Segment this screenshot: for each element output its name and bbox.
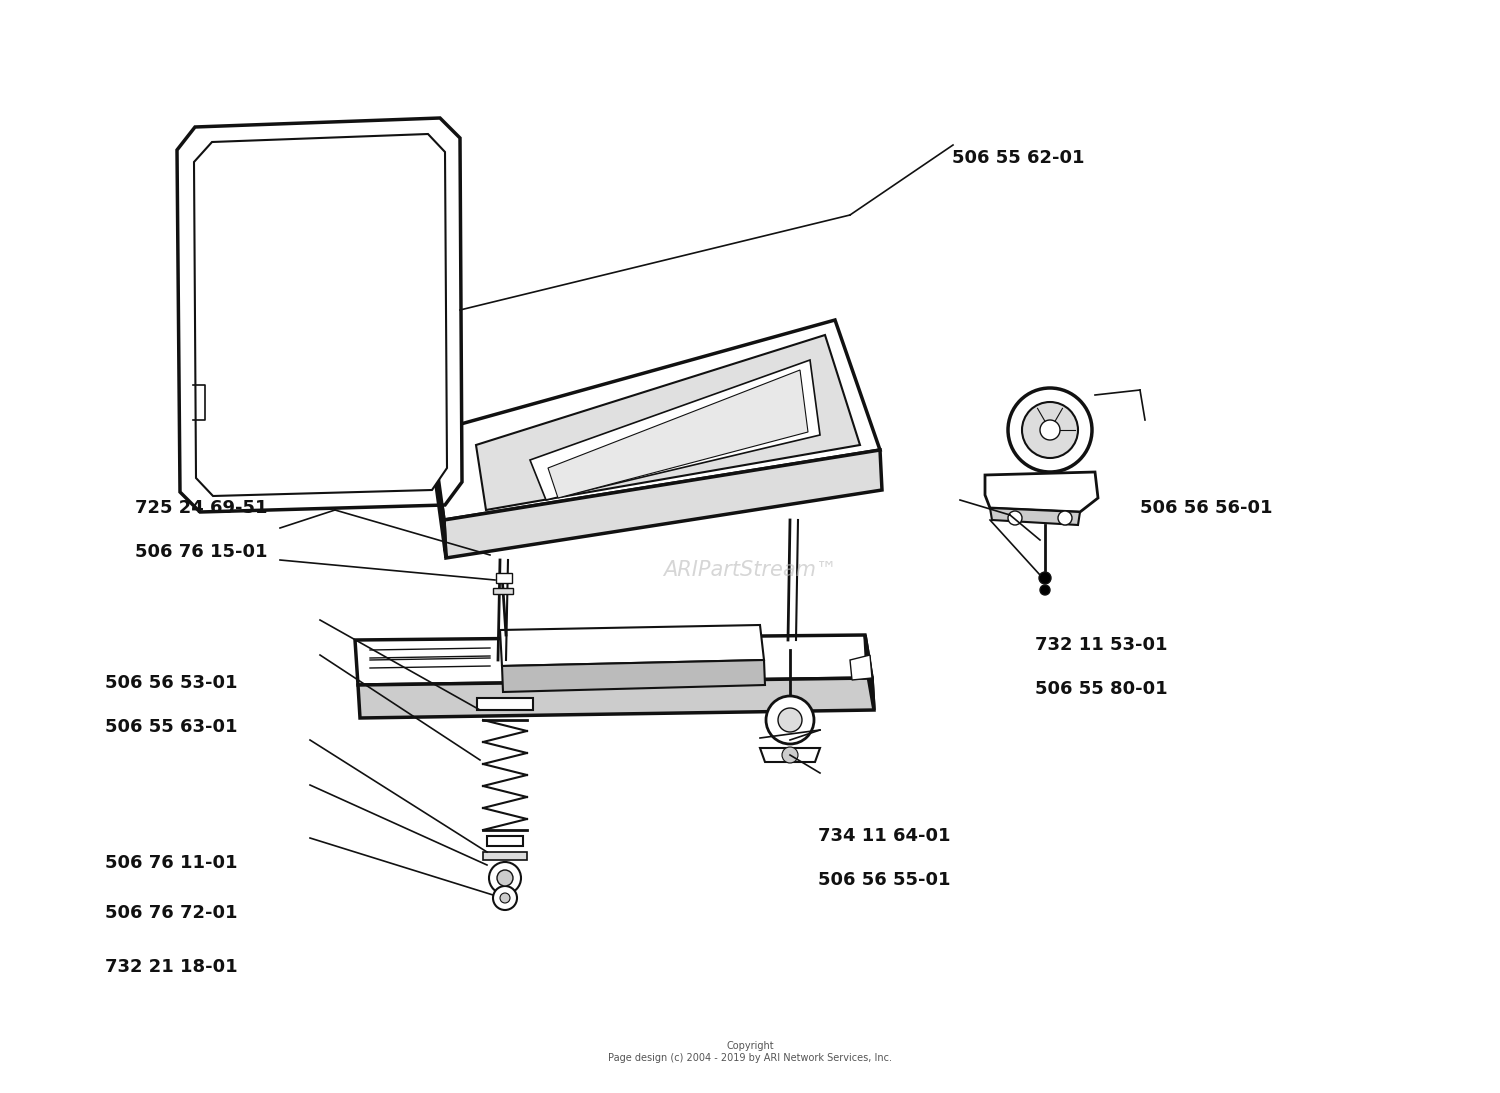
Circle shape	[1040, 420, 1060, 440]
Text: 506 55 62-01: 506 55 62-01	[952, 150, 1084, 167]
Text: Copyright
Page design (c) 2004 - 2019 by ARI Network Services, Inc.: Copyright Page design (c) 2004 - 2019 by…	[608, 1042, 892, 1063]
Circle shape	[782, 747, 798, 763]
Polygon shape	[760, 748, 820, 762]
Polygon shape	[177, 118, 462, 512]
Polygon shape	[503, 660, 765, 692]
Polygon shape	[432, 432, 445, 559]
Text: 732 11 53-01: 732 11 53-01	[1035, 636, 1167, 654]
Text: 734 11 64-01: 734 11 64-01	[818, 827, 950, 845]
Circle shape	[500, 893, 510, 903]
Text: 506 76 11-01: 506 76 11-01	[105, 855, 237, 872]
Text: 506 56 56-01: 506 56 56-01	[1140, 500, 1272, 517]
Polygon shape	[986, 472, 1098, 512]
Circle shape	[1058, 512, 1072, 525]
Text: 506 76 72-01: 506 76 72-01	[105, 904, 237, 921]
Text: 732 21 18-01: 732 21 18-01	[105, 959, 237, 976]
Text: 506 56 53-01: 506 56 53-01	[105, 674, 237, 692]
Text: 506 56 55-01: 506 56 55-01	[818, 871, 950, 889]
Polygon shape	[865, 635, 874, 710]
Polygon shape	[530, 360, 821, 500]
Polygon shape	[432, 320, 880, 520]
Text: 506 76 15-01: 506 76 15-01	[135, 543, 267, 561]
Bar	[494, 588, 513, 593]
Bar	[496, 573, 512, 583]
Circle shape	[1008, 512, 1022, 525]
Polygon shape	[476, 334, 860, 510]
Polygon shape	[356, 635, 872, 685]
Circle shape	[1040, 585, 1050, 595]
Polygon shape	[850, 655, 871, 680]
Circle shape	[1008, 388, 1092, 472]
Bar	[488, 836, 524, 846]
Polygon shape	[358, 678, 874, 718]
Circle shape	[489, 862, 520, 894]
Text: 725 24 69-51: 725 24 69-51	[135, 500, 267, 517]
Circle shape	[766, 696, 814, 744]
Circle shape	[1040, 572, 1052, 584]
Text: ARIPartStream™: ARIPartStream™	[663, 560, 837, 580]
Text: 506 55 63-01: 506 55 63-01	[105, 718, 237, 736]
Polygon shape	[500, 625, 764, 666]
Polygon shape	[548, 371, 808, 498]
Circle shape	[494, 886, 517, 910]
Polygon shape	[990, 508, 1080, 525]
Circle shape	[496, 870, 513, 886]
Circle shape	[1022, 402, 1078, 458]
Circle shape	[778, 708, 802, 732]
Polygon shape	[194, 134, 447, 496]
Bar	[483, 853, 526, 860]
Polygon shape	[444, 450, 882, 559]
Text: 506 55 80-01: 506 55 80-01	[1035, 680, 1167, 697]
Bar	[477, 698, 532, 710]
